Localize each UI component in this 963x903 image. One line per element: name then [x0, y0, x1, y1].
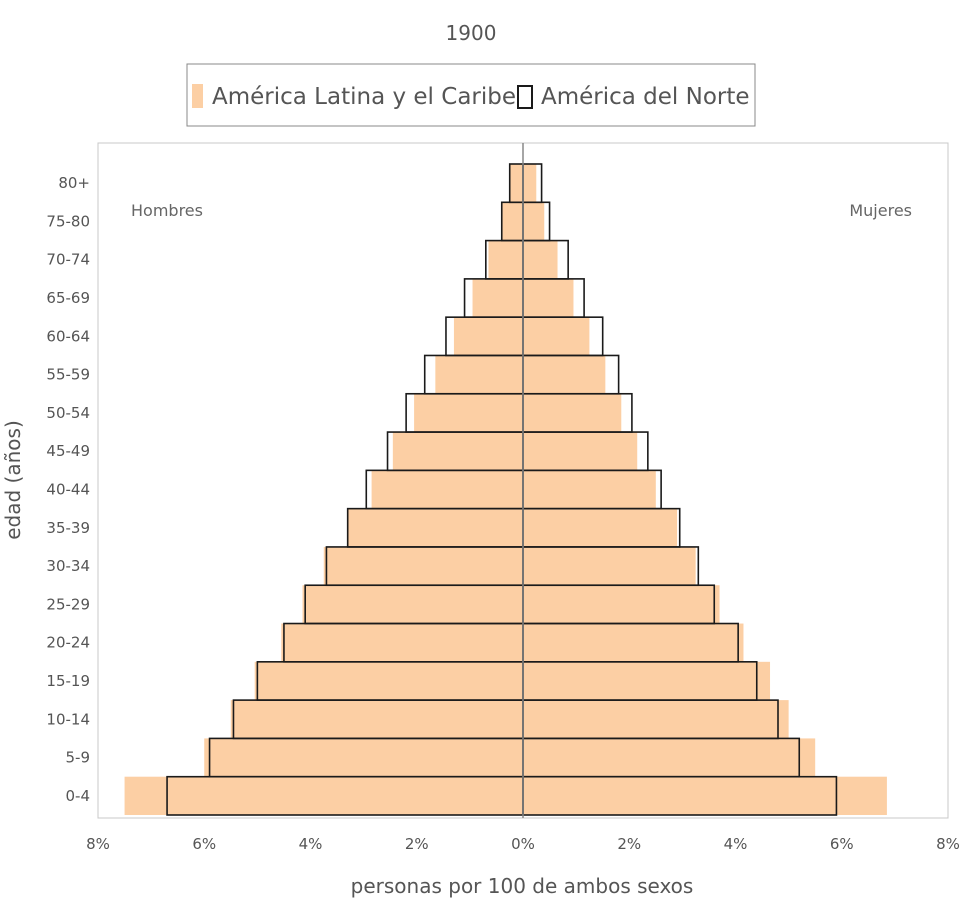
bar-latam-hombres-25-29	[302, 585, 523, 624]
bar-latam-mujeres-20-24	[523, 623, 744, 662]
bar-latam-hombres-45-49	[392, 432, 523, 471]
y-tick-label-55-59: 55-59	[46, 366, 90, 384]
y-tick-label-10-14: 10-14	[46, 710, 90, 728]
y-axis-title: edad (años)	[1, 420, 25, 540]
bar-latam-hombres-0-4	[124, 776, 523, 815]
bar-latam-hombres-5-9	[204, 738, 523, 777]
x-tick-labels: 8% 6% 4% 2% 0% 2% 4% 6% 8%	[86, 835, 960, 853]
legend: América Latina y el Caribe América del N…	[186, 63, 756, 127]
y-tick-label-40-44: 40-44	[46, 481, 90, 499]
legend-label-north-america: América del Norte	[541, 84, 750, 110]
y-tick-label-80+: 80+	[58, 174, 90, 192]
bar-latam-mujeres-40-44	[523, 470, 656, 509]
y-tick-label-15-19: 15-19	[46, 672, 90, 690]
x-tick-label-5: 2%	[617, 835, 641, 853]
y-tick-label-20-24: 20-24	[46, 634, 90, 652]
y-tick-label-75-80: 75-80	[46, 212, 90, 230]
bar-latam-mujeres-80+	[523, 164, 537, 203]
bars-group	[124, 163, 887, 816]
bar-latam-hombres-60-64	[453, 317, 523, 356]
bar-latam-hombres-15-19	[254, 661, 523, 701]
bar-latam-mujeres-65-69	[523, 278, 574, 318]
bar-latam-mujeres-10-14	[523, 700, 789, 739]
y-tick-label-25-29: 25-29	[46, 595, 90, 613]
bar-latam-mujeres-30-34	[523, 546, 696, 586]
chart-title: 1900	[446, 21, 497, 45]
y-tick-label-60-64: 60-64	[46, 327, 90, 345]
x-tick-label-7: 6%	[830, 835, 854, 853]
y-tick-labels: 0-4 5-9 10-14 15-19 20-24 25-29 30-34 35-39 40-4…	[46, 174, 90, 805]
bar-latam-hombres-55-59	[435, 355, 523, 394]
x-axis-title: personas por 100 de ambos sexos	[351, 874, 694, 898]
legend-swatch-north-america	[517, 85, 533, 109]
bar-latam-hombres-40-44	[371, 470, 523, 509]
legend-swatch-latin-america	[192, 84, 203, 108]
y-tick-label-70-74: 70-74	[46, 251, 90, 269]
bar-latam-mujeres-70-74	[523, 240, 558, 279]
bar-latam-hombres-20-24	[281, 623, 523, 662]
x-tick-label-3: 2%	[405, 835, 429, 853]
bar-latam-hombres-35-39	[347, 508, 523, 547]
x-tick-label-8: 8%	[936, 835, 960, 853]
bar-latam-mujeres-5-9	[523, 738, 816, 777]
legend-label-latin-america: América Latina y el Caribe	[212, 84, 516, 110]
bar-latam-mujeres-25-29	[523, 585, 720, 624]
bar-latam-mujeres-35-39	[523, 508, 678, 547]
bar-latam-hombres-65-69	[472, 278, 523, 318]
y-tick-label-65-69: 65-69	[46, 289, 90, 307]
bar-latam-hombres-70-74	[488, 240, 523, 279]
bar-latam-mujeres-0-4	[523, 776, 887, 815]
y-tick-label-0-4: 0-4	[66, 787, 91, 805]
bar-latam-hombres-10-14	[230, 700, 523, 739]
y-tick-label-5-9: 5-9	[66, 749, 91, 767]
bar-latam-mujeres-55-59	[523, 355, 606, 394]
bar-latam-mujeres-15-19	[523, 661, 771, 701]
legend-frame	[186, 63, 756, 127]
y-tick-label-30-34: 30-34	[46, 557, 90, 575]
mujeres-label: Mujeres	[849, 201, 912, 220]
y-tick-label-35-39: 35-39	[46, 519, 90, 537]
bar-latam-mujeres-60-64	[523, 317, 590, 356]
y-tick-label-50-54: 50-54	[46, 404, 90, 422]
bar-latam-hombres-80+	[509, 164, 523, 203]
hombres-label: Hombres	[131, 201, 203, 220]
bar-latam-hombres-50-54	[414, 393, 523, 433]
x-tick-label-6: 4%	[724, 835, 748, 853]
x-tick-label-2: 4%	[299, 835, 323, 853]
bar-latam-hombres-30-34	[323, 546, 523, 586]
bar-latam-hombres-75-80	[501, 202, 523, 241]
x-tick-label-0: 8%	[86, 835, 110, 853]
bar-latam-mujeres-45-49	[523, 432, 638, 471]
y-tick-label-45-49: 45-49	[46, 442, 90, 460]
bar-latam-mujeres-50-54	[523, 393, 622, 433]
x-tick-label-4: 0%	[511, 835, 535, 853]
bar-latam-mujeres-75-80	[523, 202, 545, 241]
x-tick-label-1: 6%	[192, 835, 216, 853]
